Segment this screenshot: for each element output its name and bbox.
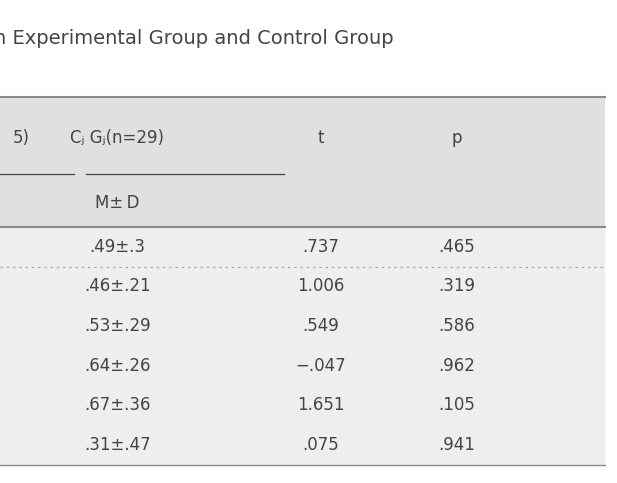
Text: .941: .941 — [438, 436, 475, 454]
Text: Cⱼ Gⱼ(n=29): Cⱼ Gⱼ(n=29) — [70, 128, 164, 147]
Text: .586: .586 — [438, 317, 475, 335]
Text: 5): 5) — [12, 128, 30, 147]
Text: .549: .549 — [302, 317, 339, 335]
Text: 1.006: 1.006 — [297, 277, 344, 296]
Text: .46±.21: .46±.21 — [84, 277, 151, 296]
FancyBboxPatch shape — [0, 97, 605, 227]
Text: .53±.29: .53±.29 — [84, 317, 151, 335]
Text: .49±.3: .49±.3 — [89, 238, 145, 256]
Text: .319: .319 — [438, 277, 475, 296]
Text: p: p — [451, 128, 462, 147]
Text: .962: .962 — [438, 356, 475, 375]
Text: .465: .465 — [438, 238, 475, 256]
Text: .64±.26: .64±.26 — [84, 356, 151, 375]
Text: n Experimental Group and Control Group: n Experimental Group and Control Group — [0, 29, 394, 48]
Text: M± D: M± D — [95, 194, 139, 212]
Text: .737: .737 — [302, 238, 339, 256]
Text: .075: .075 — [302, 436, 339, 454]
Text: t: t — [318, 128, 324, 147]
FancyBboxPatch shape — [0, 227, 605, 465]
Text: .105: .105 — [438, 396, 475, 414]
Text: .67±.36: .67±.36 — [84, 396, 151, 414]
Text: −.047: −.047 — [296, 356, 346, 375]
Text: 1.651: 1.651 — [297, 396, 344, 414]
Text: .31±.47: .31±.47 — [84, 436, 151, 454]
